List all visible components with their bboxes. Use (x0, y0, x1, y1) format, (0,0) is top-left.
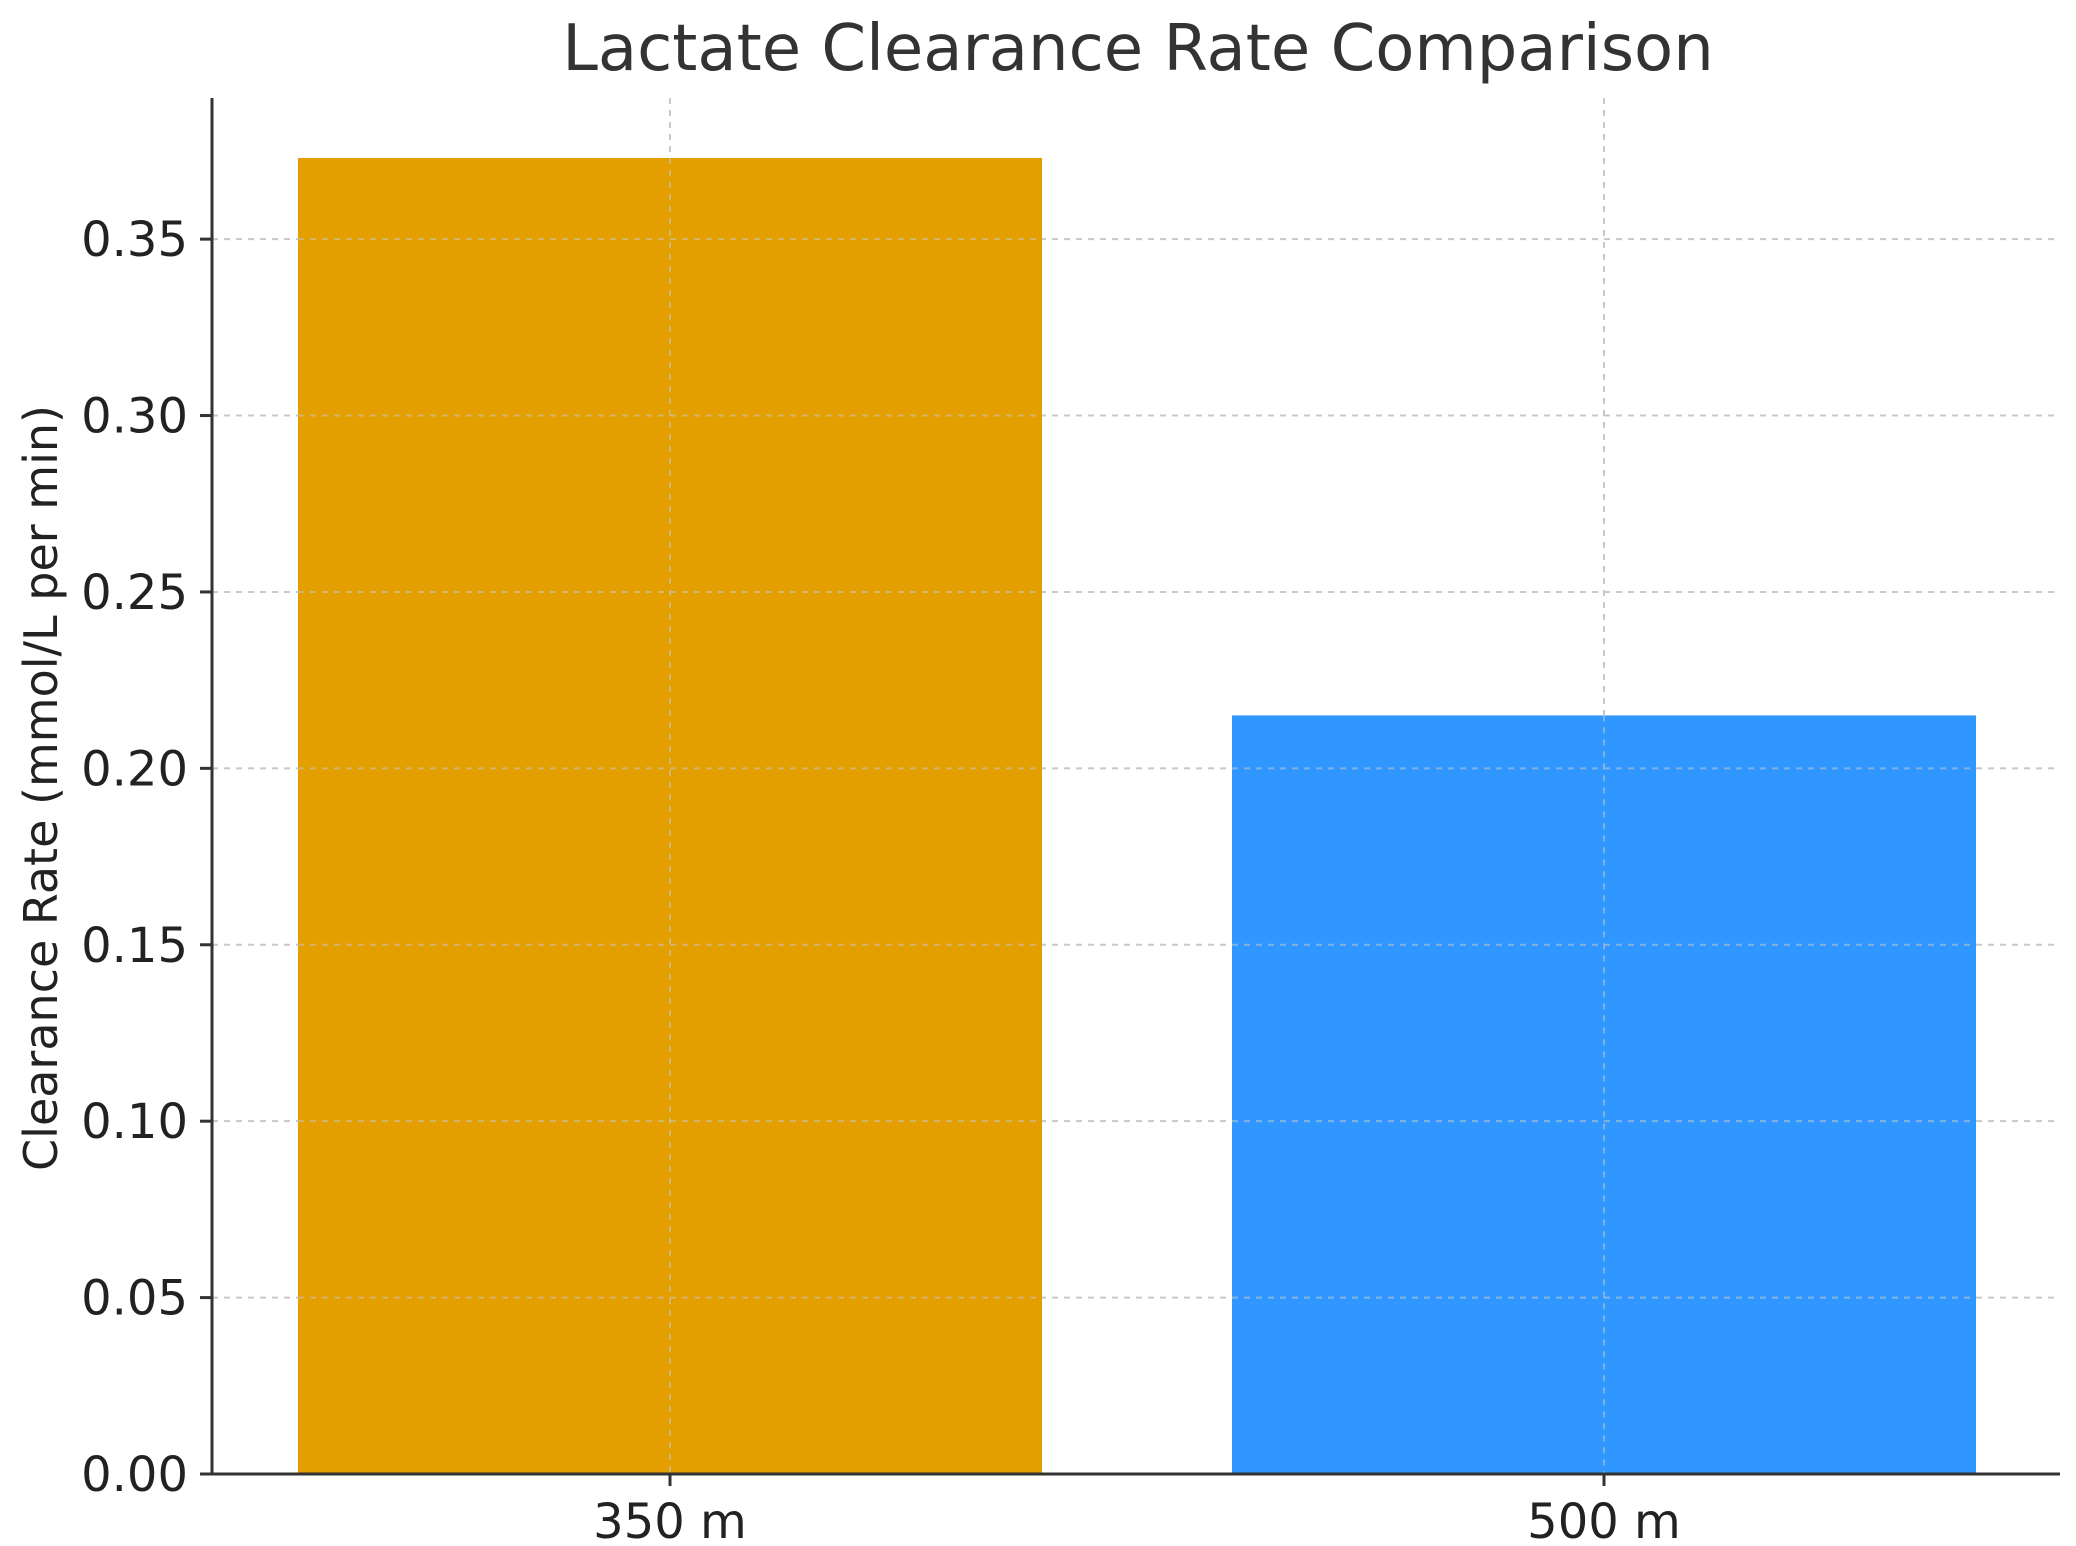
y-tick-label: 0.20 (81, 741, 188, 797)
bar-500-m (1232, 715, 1976, 1474)
y-tick-label: 0.25 (81, 565, 188, 621)
x-tick-label: 500 m (1527, 1494, 1681, 1546)
y-axis-label: Clearance Rate (mmol/L per min) (14, 405, 68, 1171)
x-tick-label: 350 m (593, 1494, 747, 1546)
chart-title: Lactate Clearance Rate Comparison (562, 12, 1714, 86)
y-tick-label: 0.05 (81, 1271, 188, 1327)
y-tick-label: 0.35 (81, 212, 188, 268)
y-tick-label: 0.00 (81, 1447, 188, 1503)
axis-layer: 0.00 0.05 0.10 0.15 0.20 0.25 0.30 0.35 350 m 500… (81, 98, 2060, 1546)
y-tick-label: 0.30 (81, 389, 188, 445)
bar-layer (298, 157, 1976, 1474)
y-tick-label: 0.10 (81, 1094, 188, 1150)
y-tick-label: 0.15 (81, 918, 188, 974)
